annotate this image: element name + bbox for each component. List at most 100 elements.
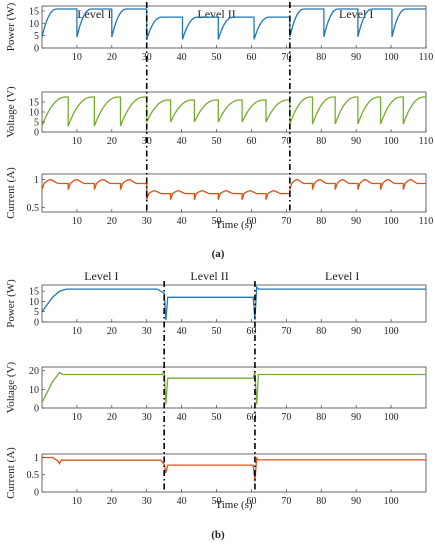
series-line [41,8,426,40]
x-tick-label: 10 [72,412,82,423]
axes-box [41,5,427,49]
x-tick-label: 70 [281,412,291,423]
x-tick-label: 60 [246,136,256,147]
panel-caption: (a) [212,248,225,260]
axes-box [41,366,427,409]
x-tick-label: 90 [351,136,361,147]
x-tick-label: 40 [177,412,187,423]
y-tick-label: 5 [34,307,39,318]
x-tick-label: 30 [142,496,152,507]
x-tick-label: 80 [316,136,326,147]
x-tick-label: 40 [177,326,187,337]
y-tick-label: 15 [29,6,39,17]
x-tick-label: 70 [281,216,291,227]
axes-box [41,91,427,133]
y-tick-label: 0 [34,488,39,499]
level-label: Level II [190,269,228,283]
x-tick-label: 90 [351,216,361,227]
x-tick-label: 50 [212,216,222,227]
x-tick-label: 50 [212,136,222,147]
x-tick-label: 80 [316,496,326,507]
x-tick-label: 80 [316,216,326,227]
level-label: Level II [197,7,235,21]
x-tick-label: 50 [212,496,222,507]
x-tick-label: 70 [281,326,291,337]
x-tick-label: 100 [384,52,399,63]
x-tick-label: 100 [384,136,399,147]
x-tick-label: 110 [419,216,434,227]
x-tick-label: 20 [107,216,117,227]
x-axis-label: Time (s) [215,499,253,511]
y-tick-label: 0 [34,128,39,139]
y-tick-label: 0.5 [27,470,40,481]
x-tick-label: 10 [72,216,82,227]
y-tick-label: 10 [29,19,39,30]
series-line [41,285,426,320]
y-tick-label: 10 [29,385,39,396]
x-tick-label: 90 [351,52,361,63]
y-tick-label: 5 [34,118,39,129]
x-tick-label: 100 [384,496,399,507]
x-tick-label: 110 [419,52,434,63]
y-tick-label: 20 [29,366,39,377]
y-tick-label: 0.5 [27,203,40,214]
x-tick-label: 90 [351,496,361,507]
y-axis-label: Voltage (V) [5,361,17,413]
y-tick-label: 0 [34,404,39,415]
x-tick-label: 100 [384,326,399,337]
panel-caption: (b) [211,529,225,541]
x-tick-label: 100 [384,412,399,423]
y-axis-label: Voltage (V) [5,86,17,138]
y-axis-label: Power (W) [5,2,17,51]
subplot-0: 051015102030405060708090100110Power (W) [5,2,433,63]
x-tick-label: 30 [142,216,152,227]
subplot-2: 0 0.5 1 10 20 30 40 50 60 70 80 90 100 Current (A) [5,447,427,507]
level-label: Level I [84,269,118,283]
x-tick-label: 60 [246,216,256,227]
x-tick-label: 50 [212,326,222,337]
axes-box [41,453,427,493]
y-tick-label: 10 [29,108,39,119]
subplot-1: 051015102030405060708090100110Voltage (V… [5,86,433,147]
x-tick-label: 20 [107,52,117,63]
y-axis-label: Power (W) [5,279,17,328]
x-tick-label: 80 [316,326,326,337]
x-tick-label: 60 [246,326,256,337]
x-tick-label: 10 [72,52,82,63]
y-tick-label: 0 [34,318,39,329]
x-tick-label: 90 [351,412,361,423]
x-tick-label: 60 [246,496,256,507]
x-tick-label: 10 [72,326,82,337]
y-axis-label: Current (A) [5,167,17,219]
x-tick-label: 110 [419,136,434,147]
y-tick-label: 5 [34,31,39,42]
x-tick-label: 30 [142,412,152,423]
x-tick-label: 10 [72,496,82,507]
x-tick-label: 70 [281,52,291,63]
x-tick-label: 50 [212,412,222,423]
x-tick-label: 50 [212,52,222,63]
series-line [41,370,426,405]
y-tick-label: 15 [29,287,39,298]
x-tick-label: 30 [142,326,152,337]
series-line [41,96,426,127]
axes-box [41,284,427,323]
x-tick-label: 40 [177,496,187,507]
series-line [41,178,426,200]
level-label: Level I [325,269,359,283]
x-tick-label: 20 [107,136,117,147]
x-tick-label: 10 [72,136,82,147]
x-axis-label: Time (s) [215,219,253,231]
y-tick-label: 15 [29,98,39,109]
y-tick-label: 1 [34,453,39,464]
x-tick-label: 20 [107,496,117,507]
x-tick-label: 80 [316,52,326,63]
x-tick-label: 40 [177,52,187,63]
y-tick-label: 1 [34,175,39,186]
x-tick-label: 20 [107,326,117,337]
x-tick-label: 60 [246,52,256,63]
axes-box [41,173,427,213]
